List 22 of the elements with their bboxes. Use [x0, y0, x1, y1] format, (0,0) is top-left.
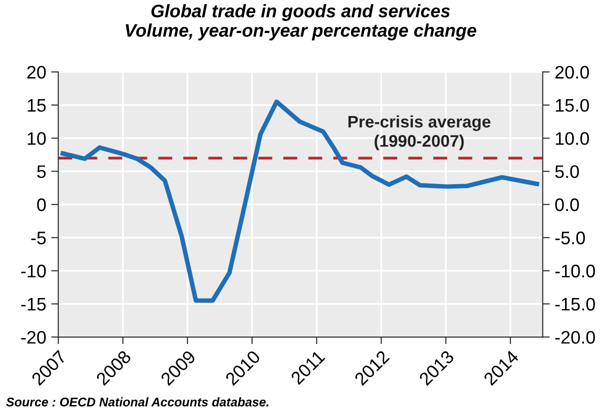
- y2-tick-label: 20.0: [555, 66, 589, 79]
- chart-title: Global trade in goods and services Volume, year-on-year percentage change: [126, 4, 476, 40]
- y2-tick-label: 10.0: [556, 132, 589, 145]
- y-tick-label: 0: [37, 198, 46, 212]
- y2-tick-label: 5.0: [555, 165, 579, 178]
- y2-tick-label: -20.0: [555, 330, 595, 344]
- y-tick-label: 10: [28, 132, 46, 145]
- y2-tick-label: 15.0: [556, 98, 589, 112]
- y2-tick-label: -10.0: [555, 264, 595, 278]
- y-tick-label: -15: [21, 298, 46, 311]
- ref-line-label: Pre-crisis average (1990-2007): [348, 115, 490, 150]
- y-tick-label: 20: [27, 66, 46, 79]
- y-tick-label: -20: [21, 330, 46, 344]
- y-tick-label: -5: [31, 232, 46, 244]
- y-tick-label: 15: [28, 99, 46, 112]
- source-note: Source : OECD National Accounts database.: [6, 397, 268, 406]
- line-series: [60, 100, 540, 303]
- y2-tick-label: -5.0: [555, 232, 585, 244]
- y-tick-label: 5: [37, 165, 46, 178]
- y-tick-label: -10: [21, 264, 46, 278]
- y2-tick-label: -15.0: [555, 298, 595, 311]
- y2-tick-label: 0.0: [555, 198, 579, 212]
